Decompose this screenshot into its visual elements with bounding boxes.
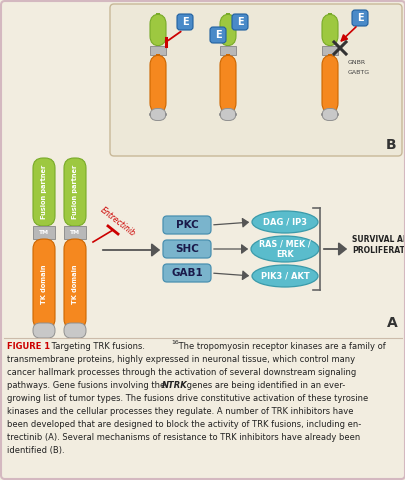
Bar: [321, 46, 337, 55]
Text: TK domain: TK domain: [72, 264, 78, 304]
Text: identified (B).: identified (B).: [7, 446, 64, 455]
FancyBboxPatch shape: [110, 4, 401, 156]
FancyBboxPatch shape: [177, 14, 192, 30]
Text: genes are being identified in an ever-: genes are being identified in an ever-: [183, 381, 344, 390]
Text: DAG / IP3: DAG / IP3: [262, 217, 306, 227]
Text: A: A: [386, 316, 397, 330]
FancyBboxPatch shape: [209, 27, 226, 43]
Text: GABTG: GABTG: [347, 70, 369, 74]
Text: transmembrane proteins, highly expressed in neuronal tissue, which control many: transmembrane proteins, highly expressed…: [7, 355, 354, 364]
FancyBboxPatch shape: [64, 239, 86, 329]
Ellipse shape: [252, 211, 317, 233]
FancyBboxPatch shape: [33, 323, 55, 338]
FancyBboxPatch shape: [33, 239, 55, 329]
Text: E: E: [236, 17, 243, 27]
FancyBboxPatch shape: [162, 240, 211, 258]
Text: E: E: [356, 13, 362, 23]
Text: SHC: SHC: [175, 244, 198, 254]
FancyBboxPatch shape: [33, 158, 55, 226]
FancyBboxPatch shape: [321, 108, 337, 120]
FancyBboxPatch shape: [321, 14, 337, 46]
FancyBboxPatch shape: [321, 55, 337, 113]
FancyBboxPatch shape: [351, 10, 367, 26]
Text: PIK3 / AKT: PIK3 / AKT: [260, 272, 309, 280]
Text: GAB1: GAB1: [171, 268, 202, 278]
Text: PKC: PKC: [175, 220, 198, 230]
Bar: [33, 226, 55, 239]
Bar: [220, 46, 235, 55]
FancyBboxPatch shape: [149, 55, 166, 113]
FancyBboxPatch shape: [220, 108, 235, 120]
Text: trectinib (A). Several mechanisms of resistance to TRK inhibitors have already b: trectinib (A). Several mechanisms of res…: [7, 433, 359, 442]
Text: TM: TM: [70, 230, 80, 235]
Text: B: B: [384, 138, 395, 152]
FancyBboxPatch shape: [220, 55, 235, 113]
Text: growing list of tumor types. The fusions drive constitutive activation of these : growing list of tumor types. The fusions…: [7, 394, 367, 403]
FancyBboxPatch shape: [149, 14, 166, 46]
Text: Fusion partner: Fusion partner: [41, 165, 47, 219]
FancyBboxPatch shape: [231, 14, 247, 30]
Text: GNBR: GNBR: [347, 60, 365, 64]
Text: E: E: [214, 30, 221, 40]
FancyBboxPatch shape: [64, 158, 86, 226]
Text: pathways. Gene fusions involving the: pathways. Gene fusions involving the: [7, 381, 167, 390]
FancyBboxPatch shape: [220, 14, 235, 46]
Text: kinases and the cellular processes they regulate. A number of TRK inhibitors hav: kinases and the cellular processes they …: [7, 407, 353, 416]
Text: Fusion partner: Fusion partner: [72, 165, 78, 219]
Text: The tropomyosin receptor kinases are a family of: The tropomyosin receptor kinases are a f…: [175, 342, 385, 351]
FancyBboxPatch shape: [162, 264, 211, 282]
FancyBboxPatch shape: [162, 216, 211, 234]
Text: cancer hallmark processes through the activation of several downstream signaling: cancer hallmark processes through the ac…: [7, 368, 355, 377]
Text: NTRK: NTRK: [162, 381, 187, 390]
Bar: [149, 46, 166, 55]
Ellipse shape: [252, 265, 317, 287]
Text: 16: 16: [171, 340, 178, 345]
Text: Targeting TRK fusions.: Targeting TRK fusions.: [49, 342, 145, 351]
Bar: [64, 226, 86, 239]
Text: been developed that are designed to block the activity of TRK fusions, including: been developed that are designed to bloc…: [7, 420, 360, 429]
Text: FIGURE 1: FIGURE 1: [7, 342, 50, 351]
Text: E: E: [181, 17, 188, 27]
Text: SURVIVAL AND
PROLIFERATION: SURVIVAL AND PROLIFERATION: [351, 235, 405, 255]
Text: RAS / MEK /
ERK: RAS / MEK / ERK: [258, 240, 310, 259]
Text: Entrectinib: Entrectinib: [98, 205, 137, 239]
Text: TK domain: TK domain: [41, 264, 47, 304]
Text: TM: TM: [39, 230, 49, 235]
FancyBboxPatch shape: [64, 323, 86, 338]
Ellipse shape: [250, 236, 318, 262]
FancyBboxPatch shape: [149, 108, 166, 120]
